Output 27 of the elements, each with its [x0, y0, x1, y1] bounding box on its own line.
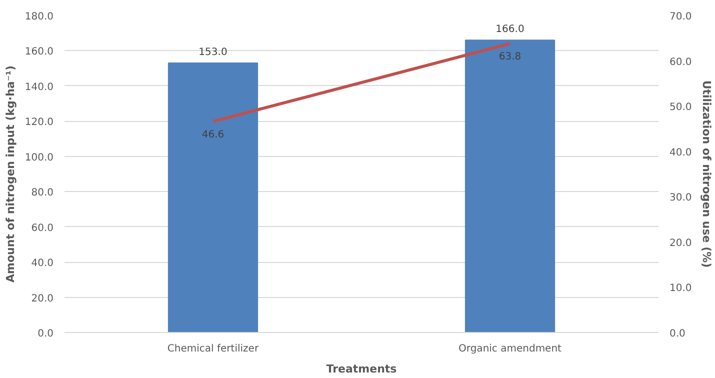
y2-tick-label: 60.0	[670, 56, 692, 68]
y2-tick-label: 20.0	[670, 238, 692, 249]
y-tick-label: 160.0	[24, 46, 54, 58]
data-label: 153.0	[198, 47, 228, 58]
y-tick-label: 120.0	[24, 117, 54, 128]
y-tick-label: 60.0	[31, 222, 54, 234]
y2-tick-label: 30.0	[670, 192, 692, 204]
y-tick-label: 0.0	[38, 328, 54, 340]
y-tick-label: 140.0	[24, 82, 54, 93]
x-tick-label: Chemical fertilizer	[167, 344, 260, 354]
data-label: 63.8	[498, 52, 522, 63]
y2-tick-label: 10.0	[670, 283, 692, 294]
y2-tick-label: 70.0	[670, 12, 692, 22]
x-tick-label: Organic amendment	[458, 344, 562, 354]
y-tick-label: 180.0	[24, 12, 54, 22]
y-tick-label: 40.0	[31, 258, 54, 270]
y2-tick-label: 0.0	[670, 328, 686, 340]
y-tick-label: 100.0	[24, 152, 54, 164]
y2-tick-label: 50.0	[670, 102, 692, 114]
y-axis-title: Amount of nitrogen input (kg·ha⁻¹)	[4, 65, 17, 282]
y2-tick-label: 40.0	[670, 147, 692, 158]
data-label: 166.0	[496, 24, 524, 36]
x-axis-title: Treatments	[326, 362, 398, 376]
data-label: 46.6	[202, 129, 224, 140]
y-tick-label: 20.0	[31, 293, 54, 304]
y2-axis-title: Utilization of nitrogen use (%)	[700, 80, 713, 268]
y-tick-label: 80.0	[31, 188, 54, 199]
